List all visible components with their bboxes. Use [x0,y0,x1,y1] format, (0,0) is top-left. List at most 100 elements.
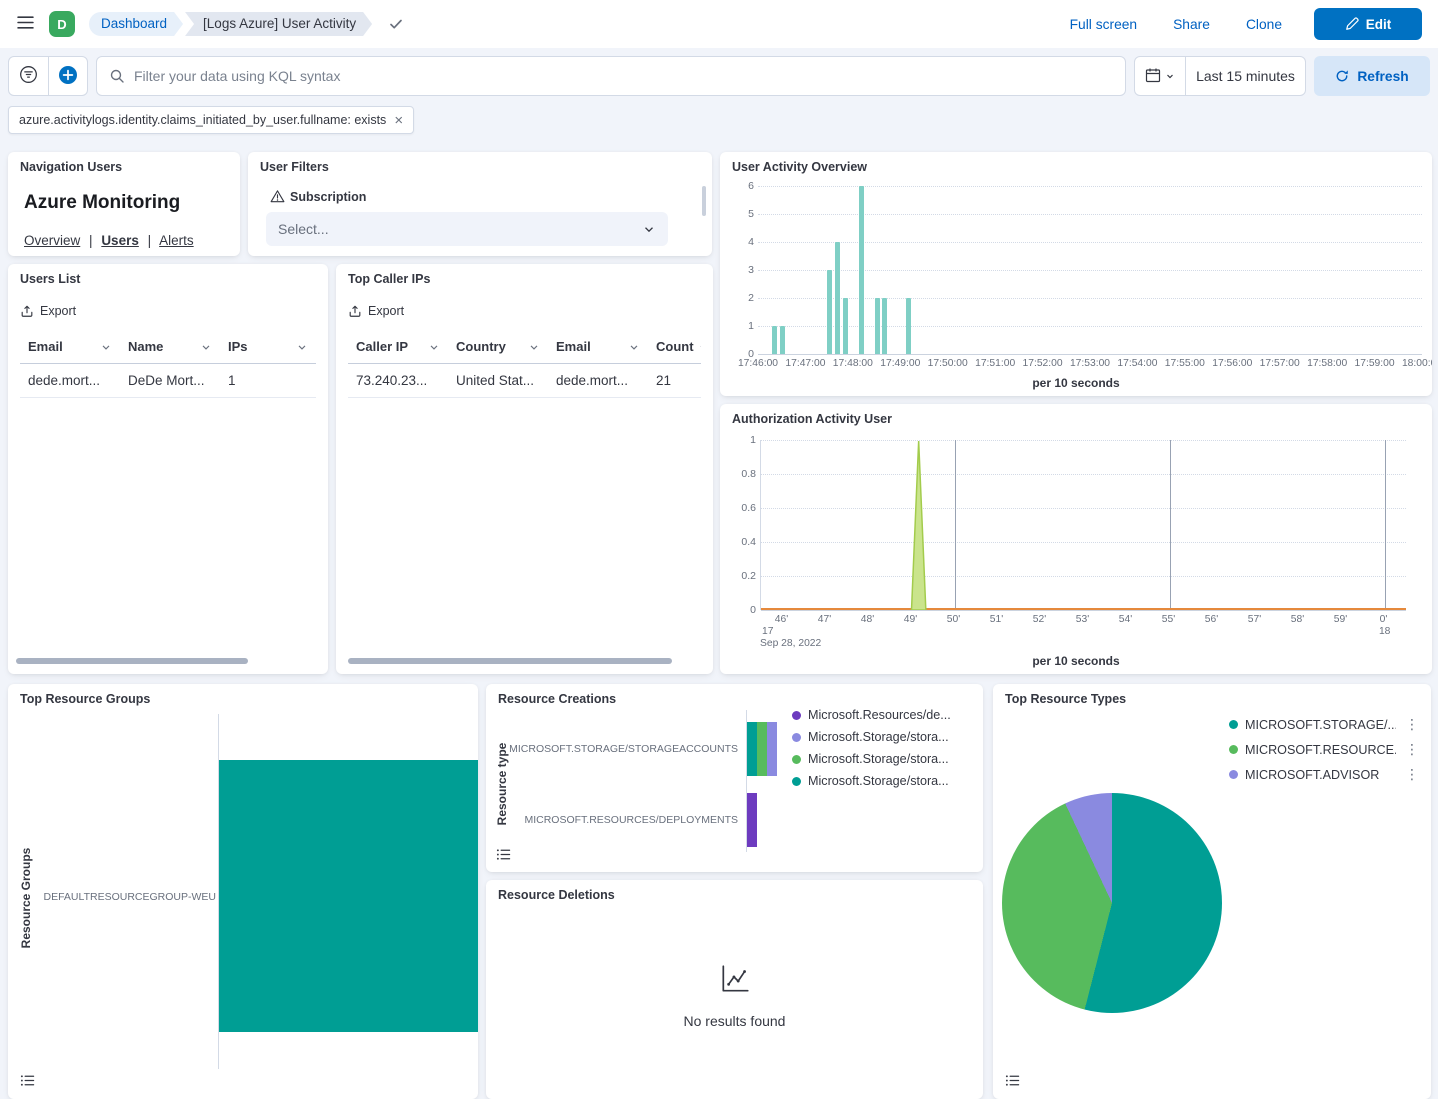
activity-bar[interactable] [842,298,848,354]
export-label: Export [368,304,405,318]
legend-item[interactable]: Microsoft.Storage/stora... [792,752,951,766]
x-tick-label: 17:51:00 [975,358,1016,369]
gridline [761,440,1406,441]
activity-bar[interactable] [771,326,777,354]
panel-scrollbar[interactable] [702,186,706,216]
activity-bar[interactable] [858,186,864,354]
legend-item[interactable]: Microsoft.Storage/stora... [792,730,951,744]
legend-more-icon[interactable]: ⋮ [1405,766,1419,782]
category-label: MICROSOFT.RESOURCES/DEPLOYMENTS [524,814,738,826]
panel-resource-creations: Resource Creations Resource type MICROSO… [486,684,983,872]
export-button[interactable]: Export [20,304,76,318]
activity-bar[interactable] [827,270,833,354]
x-tick-label: 54' [1118,614,1133,625]
bar-segment[interactable] [767,722,777,776]
empty-state: No results found [486,962,983,1029]
filter-button-group [8,56,88,96]
nav-link-alerts[interactable]: Alerts [159,233,194,248]
resource-group-bar[interactable] [219,760,478,1032]
x-axis-labels: 17:46:00 17:47:00 17:48:00 17:49:00 17:50:00… [738,358,1432,372]
calendar-icon [1145,67,1161,86]
gridline [761,542,1406,543]
legend-item[interactable]: Microsoft.Storage/stora... [792,774,951,788]
full-screen-button[interactable]: Full screen [1069,16,1138,32]
x-tick-label: 17:56:00 [1212,358,1253,369]
add-filter-button[interactable] [49,57,87,95]
y-tick-label: 6 [748,180,754,192]
export-button[interactable]: Export [348,304,404,318]
column-header[interactable]: Count [648,330,701,363]
column-header-label: Country [456,339,506,354]
chevron-down-icon [200,341,212,353]
column-header[interactable]: Email [20,330,120,363]
legend-toggle-button[interactable] [496,847,511,865]
clone-button[interactable]: Clone [1245,16,1282,32]
legend-item[interactable]: MICROSOFT.STORAGE/... ⋮ [1229,716,1421,733]
x-tick-label: 55' [1161,614,1176,625]
authorization-chart[interactable] [760,440,1406,611]
x-tick-label: 17:47:00 [785,358,826,369]
bar-segment[interactable] [757,722,767,776]
time-range-label: Last 15 minutes [1196,68,1295,84]
y-tick-label: 5 [748,208,754,220]
column-header[interactable]: Email [548,330,648,363]
y-axis-line [218,714,219,1069]
kql-search-input[interactable] [134,57,1113,95]
subscription-select[interactable]: Select... [266,212,668,246]
legend-item[interactable]: Microsoft.Resources/de... [792,708,951,722]
legend-toggle-button[interactable] [1005,1073,1020,1091]
edit-button[interactable]: Edit [1314,8,1422,40]
activity-bar[interactable] [779,326,785,354]
filter-pill[interactable]: azure.activitylogs.identity.claims_initi… [8,106,415,134]
bar-segment[interactable] [747,722,757,776]
x-tick-label: 49' [903,614,918,625]
x-tick-label: 58' [1290,614,1305,625]
activity-bar[interactable] [906,298,912,354]
legend-toggle-button[interactable] [20,1073,35,1091]
filter-circle-icon [19,65,38,87]
column-header[interactable]: Country [448,330,548,363]
activity-bar[interactable] [882,298,888,354]
nav-link-users[interactable]: Users [101,233,139,248]
refresh-button[interactable]: Refresh [1314,56,1430,96]
legend-item[interactable]: MICROSOFT.ADVISOR ⋮ [1229,766,1421,783]
activity-overview-chart[interactable] [758,186,1422,355]
y-tick-label: 0 [748,348,754,360]
remove-filter-icon[interactable]: × [394,111,404,129]
y-tick-label: 0.6 [741,502,756,514]
legend-more-icon[interactable]: ⋮ [1405,741,1419,757]
gridline [761,474,1406,475]
resource-types-pie[interactable] [1002,793,1222,1013]
horizontal-scrollbar[interactable] [348,658,672,664]
avatar[interactable]: D [49,11,75,37]
activity-bar[interactable] [835,242,841,354]
list-icon [496,849,511,865]
date-quick-select-button[interactable] [1135,57,1185,95]
share-button[interactable]: Share [1173,16,1210,32]
column-header[interactable]: Caller IP [348,330,448,363]
panel-title: Resource Creations [498,692,617,706]
column-header[interactable]: Name [120,330,220,363]
breadcrumb-dashboard[interactable]: Dashboard [89,12,183,36]
breadcrumb-current: [Logs Azure] User Activity [185,12,372,36]
refresh-icon [1335,69,1349,83]
horizontal-scrollbar[interactable] [16,658,248,664]
legend-item[interactable]: MICROSOFT.RESOURCE... ⋮ [1229,741,1421,758]
saved-filters-button[interactable] [9,57,48,95]
kql-search-bar[interactable] [96,56,1126,96]
legend-color-dot [792,710,801,720]
gridline [761,610,1406,611]
y-tick-label: 2 [748,292,754,304]
column-header[interactable]: IPs [220,330,316,363]
bar-segment[interactable] [747,793,757,847]
nav-link-overview[interactable]: Overview [24,233,81,248]
panel-top-resource-groups: Top Resource Groups Resource Groups DEFA… [8,684,478,1099]
refresh-button-label: Refresh [1357,68,1409,84]
menu-button[interactable] [16,14,35,34]
panel-top-resource-types: Top Resource Types MICROSOFT.STORAGE/...… [993,684,1431,1099]
time-range-button[interactable]: Last 15 minutes [1186,57,1305,95]
activity-bar[interactable] [874,298,880,354]
bar-area [219,714,478,1069]
panel-authorization-activity: Authorization Activity User 0 0.2 0.4 0.6 0.… [720,404,1432,674]
legend-more-icon[interactable]: ⋮ [1405,716,1419,732]
